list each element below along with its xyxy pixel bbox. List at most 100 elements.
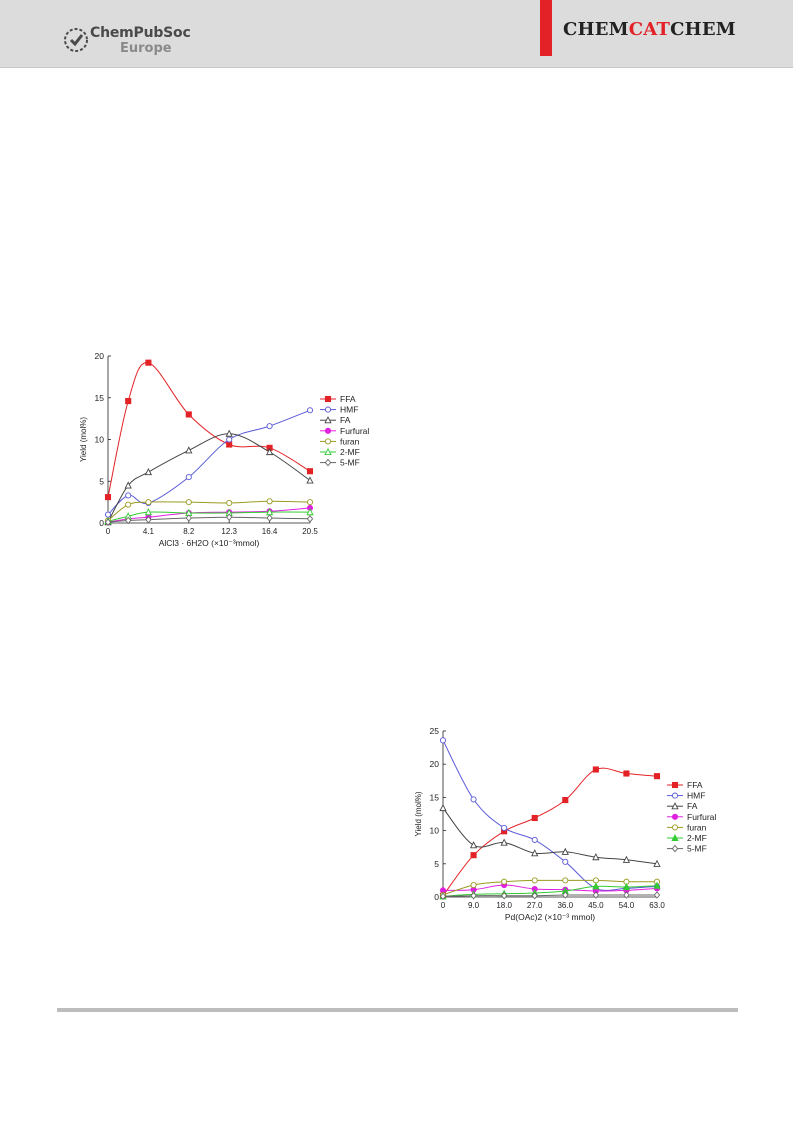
footer-rule (57, 1008, 738, 1012)
legend-item: FA (320, 415, 351, 425)
x-tick-label: 45.0 (588, 901, 604, 910)
x-tick-label: 20.5 (302, 527, 318, 536)
data-point (144, 508, 153, 516)
series-line (442, 740, 658, 891)
series-5-mf (104, 513, 314, 526)
x-axis-label: AlCl3 · 6H2O (×10⁻³mmol) (159, 538, 260, 548)
data-point (125, 398, 132, 405)
journal-title-part2: CAT (628, 19, 671, 40)
legend-marker (324, 458, 332, 467)
y-tick-label: 5 (99, 476, 104, 486)
series-2-mf (104, 508, 314, 525)
data-point (266, 498, 273, 505)
data-point (306, 468, 314, 475)
data-point (225, 429, 233, 437)
y-tick-label: 10 (430, 826, 440, 836)
data-point (623, 891, 630, 899)
legend-item: 2-MF (667, 833, 707, 843)
data-point (501, 878, 508, 885)
x-tick-label: 63.0 (649, 901, 665, 910)
legend-label: Furfural (340, 426, 369, 436)
x-tick-label: 16.4 (262, 527, 278, 536)
yield-vs-alcl3-chart: 0 5 10 15 20 0 4.1 8.2 12.3 16.4 20.5 Yield (mol%) A… (79, 351, 369, 548)
series-furan (439, 877, 661, 899)
data-point (501, 824, 508, 831)
y-tick-label: 15 (430, 792, 440, 802)
data-point (185, 411, 192, 418)
legend-marker (671, 792, 679, 799)
legend-marker (324, 395, 332, 403)
data-point (125, 492, 132, 499)
legend-marker (671, 833, 679, 842)
data-point (306, 499, 314, 506)
legend-item: 2-MF (320, 447, 360, 457)
data-point (653, 773, 661, 780)
legend-marker (324, 447, 332, 456)
x-tick-label: 4.1 (143, 527, 155, 536)
data-point (439, 892, 447, 901)
data-point (145, 359, 152, 366)
legend-marker (671, 802, 679, 810)
legend-label: Furfural (687, 812, 716, 822)
x-tick-label: 9.0 (468, 901, 480, 910)
data-point (622, 855, 631, 863)
series-ffa (439, 766, 661, 899)
publisher-logo: ChemPubSoc Europe (62, 22, 202, 62)
legend-item: furan (320, 436, 360, 446)
legend-item: 5-MF (320, 458, 360, 468)
data-point (306, 515, 314, 523)
data-point (623, 770, 630, 777)
data-point (500, 891, 508, 900)
data-point (653, 859, 661, 867)
legend-item: HMF (320, 405, 358, 415)
legend-marker (671, 781, 679, 789)
x-tick-label: 0 (441, 901, 446, 910)
data-point (125, 501, 132, 508)
legend-item: FFA (320, 394, 356, 404)
data-point (185, 514, 192, 522)
x-tick-label: 0 (106, 527, 111, 536)
data-point (185, 499, 192, 506)
legend-label: furan (340, 436, 360, 446)
data-point (592, 891, 600, 899)
data-point (592, 877, 599, 884)
data-point (470, 796, 477, 803)
data-point (145, 515, 152, 524)
x-tick-label: 8.2 (183, 527, 195, 536)
data-point (185, 446, 193, 454)
series-5-mf (439, 891, 661, 901)
data-point (144, 467, 153, 476)
series-line (442, 767, 658, 896)
data-point (104, 511, 112, 518)
data-point (531, 814, 538, 822)
data-point (306, 407, 314, 414)
data-point (226, 436, 233, 443)
data-point (531, 891, 538, 900)
data-point (622, 882, 631, 891)
data-point (562, 797, 569, 804)
data-point (561, 847, 569, 855)
x-tick-label: 12.3 (221, 527, 237, 536)
y-tick-label: 20 (95, 351, 105, 361)
data-point (592, 882, 600, 890)
data-point (439, 737, 447, 744)
journal-title-part3: CHEM (670, 19, 736, 40)
data-point (226, 513, 233, 521)
journal-title-part1: CHEM (563, 19, 629, 40)
x-tick-label: 54.0 (619, 901, 635, 910)
series-furan (104, 498, 314, 524)
data-point (653, 881, 661, 889)
x-tick-label: 27.0 (527, 901, 543, 910)
legend-item: furan (667, 822, 707, 832)
y-tick-label: 20 (430, 759, 440, 769)
legend-item: HMF (667, 791, 705, 801)
y-tick-label: 5 (434, 859, 439, 869)
series-hmf (104, 407, 314, 518)
series-line (442, 885, 658, 897)
y-tick-label: 10 (95, 435, 105, 445)
data-point (531, 849, 539, 857)
data-point (266, 423, 273, 430)
data-point (306, 508, 314, 516)
series-furfural (104, 504, 314, 526)
y-tick-label: 0 (99, 518, 104, 528)
